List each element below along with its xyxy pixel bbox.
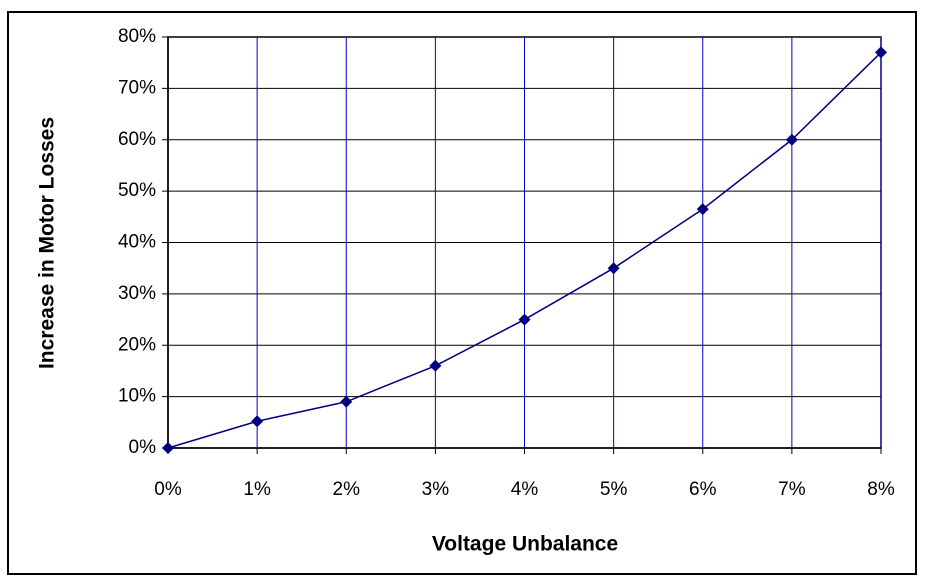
x-tick-label: 1% bbox=[243, 479, 271, 500]
y-tick-label: 20% bbox=[118, 334, 156, 355]
x-tick-label: 7% bbox=[778, 479, 806, 500]
y-tick-label: 30% bbox=[118, 283, 156, 304]
marker bbox=[875, 46, 887, 59]
x-tick-label: 4% bbox=[511, 479, 539, 500]
y-tick-label: 50% bbox=[118, 180, 156, 201]
y-axis-title: Increase in Motor Losses bbox=[36, 117, 59, 369]
y-tick-label: 70% bbox=[118, 77, 156, 98]
y-tick-label: 80% bbox=[118, 26, 156, 47]
x-tick-label: 8% bbox=[867, 479, 895, 500]
marker bbox=[162, 442, 174, 454]
y-tick-label: 60% bbox=[118, 129, 156, 150]
marker bbox=[518, 313, 531, 326]
y-tick-label: 0% bbox=[129, 437, 157, 458]
marker bbox=[340, 395, 353, 408]
y-tick-label: 40% bbox=[118, 232, 156, 253]
y-tick-label: 10% bbox=[118, 386, 156, 407]
marker bbox=[607, 262, 620, 275]
x-tick-label: 5% bbox=[600, 479, 628, 500]
x-tick-label: 2% bbox=[333, 479, 361, 500]
x-tick-label: 0% bbox=[154, 479, 182, 500]
x-tick-label: 6% bbox=[689, 479, 717, 500]
x-tick-label: 3% bbox=[422, 479, 450, 500]
marker bbox=[785, 133, 798, 146]
marker bbox=[429, 359, 442, 372]
marker bbox=[251, 415, 264, 428]
marker bbox=[696, 203, 709, 216]
x-axis-title: Voltage Unbalance bbox=[432, 533, 618, 556]
